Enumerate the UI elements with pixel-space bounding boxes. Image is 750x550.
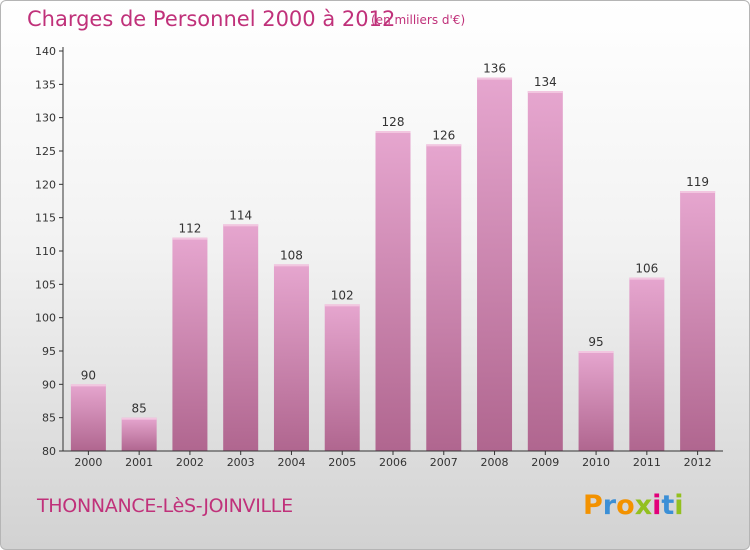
y-tick-label: 90 (42, 378, 56, 391)
data-label: 108 (280, 248, 303, 262)
y-tick-label: 115 (35, 212, 56, 225)
axes-group: 2000 2001 2002 2003 2004 2005 2006 2007 2008 2009… (35, 45, 723, 469)
bar-top-edge (223, 224, 259, 227)
chart-title: Charges de Personnel 2000 à 2012 (27, 7, 396, 31)
bar-2007 (426, 144, 462, 452)
x-tick-label: 2006 (379, 456, 407, 469)
bar-top-edge (578, 351, 614, 353)
bar-2009 (527, 91, 563, 451)
bar-2012 (680, 191, 716, 451)
logo-letter: r (602, 490, 617, 521)
y-tick-label: 130 (35, 112, 56, 125)
bar-2003 (223, 224, 259, 451)
data-label: 90 (81, 368, 96, 382)
y-tick-label: 140 (35, 45, 56, 58)
bar-2002 (172, 237, 208, 451)
y-tick-label: 135 (35, 78, 56, 91)
bar-top-edge (70, 384, 106, 387)
bar-top-edge (273, 264, 309, 267)
x-tick-label: 2001 (125, 456, 153, 469)
x-tick-label: 2003 (227, 456, 255, 469)
x-tick-label: 2012 (684, 456, 712, 469)
bar-2010 (578, 351, 614, 451)
data-label: 106 (635, 262, 658, 276)
bar-2001 (121, 417, 157, 451)
bar-2005 (324, 304, 360, 451)
y-tick-label: 120 (35, 178, 56, 191)
y-tick-label: 85 (42, 412, 56, 425)
x-tick-label: 2002 (176, 456, 204, 469)
x-tick-label: 2004 (277, 456, 305, 469)
bar-2008 (477, 77, 513, 452)
x-tick-label: 2000 (74, 456, 102, 469)
y-tick-label: 100 (35, 312, 56, 325)
logo-letter: o (616, 490, 635, 521)
bar-top-edge (629, 277, 665, 280)
bars-group: 90 85 112 114 108 102 128 126 136 134 95 106 119 (70, 62, 716, 452)
bar-top-edge (527, 91, 563, 93)
data-label: 114 (229, 208, 252, 222)
bar-top-edge (680, 191, 716, 193)
bar-top-edge (477, 77, 513, 80)
x-tick-label: 2008 (481, 456, 509, 469)
y-tick-label: 95 (42, 345, 56, 358)
data-label: 119 (686, 175, 709, 189)
data-label: 128 (382, 115, 405, 129)
y-tick-label: 110 (35, 245, 56, 258)
x-tick-label: 2010 (582, 456, 610, 469)
logo-letter: t (661, 490, 675, 521)
data-label: 126 (432, 128, 455, 142)
chart-subtitle: (en milliers d'€) (371, 13, 466, 27)
data-label: 112 (178, 222, 201, 236)
logo-letter: P (583, 490, 603, 521)
proxiti-logo: Proxiti (583, 490, 684, 521)
data-label: 134 (534, 75, 557, 89)
bar-2000 (70, 384, 106, 451)
logo-letter: x (634, 490, 653, 521)
y-tick-label: 125 (35, 145, 56, 158)
bar-top-edge (375, 131, 411, 133)
x-tick-label: 2005 (328, 456, 356, 469)
bar-top-edge (324, 304, 360, 307)
bar-top-edge (121, 417, 157, 420)
bar-2004 (273, 264, 309, 451)
bar-2011 (629, 277, 665, 451)
x-tick-label: 2007 (430, 456, 458, 469)
y-tick-label: 105 (35, 278, 56, 291)
location-label: THONNANCE-LèS-JOINVILLE (37, 495, 293, 517)
x-tick-label: 2009 (531, 456, 559, 469)
x-tick-label: 2011 (633, 456, 661, 469)
logo-letter: i (674, 490, 684, 521)
data-label: 85 (132, 402, 147, 416)
logo-letter: i (652, 490, 662, 521)
bar-top-edge (426, 144, 462, 147)
data-label: 136 (483, 62, 506, 76)
data-label: 102 (331, 288, 354, 302)
bar-top-edge (172, 237, 208, 240)
data-label: 95 (588, 335, 603, 349)
y-tick-label: 80 (42, 445, 56, 458)
bar-2006 (375, 131, 411, 451)
